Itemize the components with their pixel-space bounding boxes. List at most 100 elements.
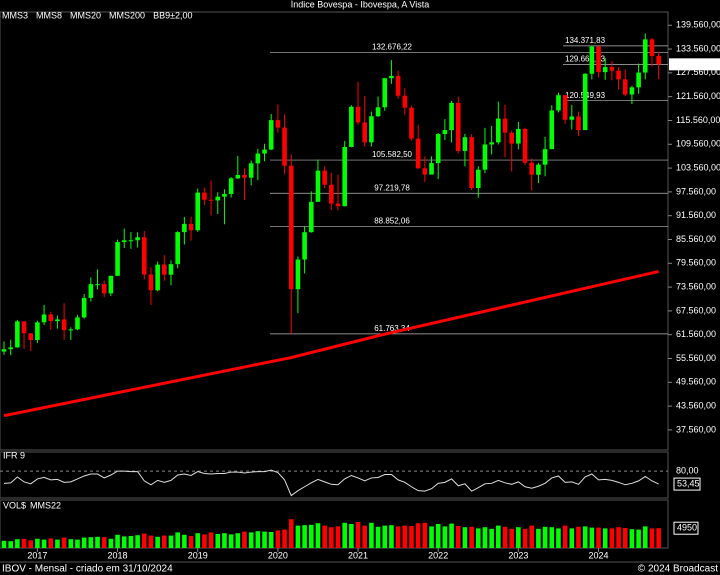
volume-bar bbox=[322, 525, 327, 548]
volume-bar bbox=[108, 538, 114, 548]
volume-bar bbox=[195, 533, 201, 548]
volume-bar bbox=[596, 527, 601, 548]
y-tick-label: 37.560,00 bbox=[676, 424, 716, 434]
candle-body bbox=[569, 116, 575, 120]
candle-body bbox=[108, 275, 114, 294]
candle-body bbox=[208, 199, 214, 201]
volume-bar bbox=[509, 528, 514, 548]
volume-bar bbox=[175, 532, 180, 548]
volume-bar bbox=[375, 526, 381, 548]
footer-right: © 2024 Broadcast bbox=[638, 564, 718, 575]
x-tick-label: 2017 bbox=[27, 550, 47, 560]
candle-body bbox=[629, 87, 635, 95]
y-tick-label: 103.560,00 bbox=[676, 162, 720, 172]
volume-bar bbox=[562, 525, 568, 548]
volume-bar bbox=[41, 539, 47, 548]
candle-body bbox=[329, 184, 334, 204]
candle-body bbox=[342, 146, 347, 207]
candle-body bbox=[469, 137, 474, 188]
legend-entry: BB9±2,00 bbox=[153, 10, 192, 20]
fib-label: 88.852,06 bbox=[374, 217, 410, 226]
candle-body bbox=[415, 138, 421, 169]
volume-bar bbox=[502, 526, 508, 548]
candle-body bbox=[482, 144, 488, 170]
price-tag bbox=[669, 58, 720, 71]
candle-body bbox=[255, 153, 261, 164]
candle-body bbox=[602, 67, 608, 73]
candle-body bbox=[395, 75, 401, 96]
x-tick-label: 2022 bbox=[428, 550, 448, 560]
candle-body bbox=[502, 118, 508, 133]
candle-body bbox=[155, 264, 160, 291]
volume-bar bbox=[342, 522, 347, 548]
volume-bar bbox=[182, 534, 187, 548]
candle-body bbox=[68, 329, 74, 331]
volume-bar bbox=[462, 527, 468, 548]
y-tick-label: 115.560,00 bbox=[676, 115, 720, 125]
level-label: 134.371,83 bbox=[565, 36, 606, 45]
candle-body bbox=[322, 170, 327, 185]
candle-body bbox=[402, 95, 408, 108]
candle-body bbox=[449, 102, 454, 131]
candle-body bbox=[335, 203, 341, 207]
volume-bar bbox=[415, 523, 421, 548]
candle-body bbox=[135, 237, 140, 241]
volume-bar bbox=[536, 528, 541, 548]
volume-bar bbox=[516, 527, 521, 548]
candle-body bbox=[622, 79, 628, 95]
volume-bar bbox=[362, 525, 368, 548]
volume-bar bbox=[455, 526, 461, 548]
volume-bar bbox=[15, 539, 20, 548]
candle-body bbox=[288, 165, 294, 290]
ifr-last-label: 53,45 bbox=[677, 478, 700, 488]
candle-body bbox=[202, 192, 207, 200]
volume-bar bbox=[475, 528, 481, 548]
volume-bar bbox=[469, 526, 474, 548]
candle-body bbox=[162, 264, 167, 275]
volume-bar bbox=[1, 540, 7, 548]
volume-bar bbox=[369, 522, 374, 548]
x-tick-label: 2023 bbox=[508, 550, 528, 560]
candle-body bbox=[195, 192, 201, 231]
volume-bar bbox=[262, 531, 267, 548]
ifr-tick-label: 80,00 bbox=[676, 465, 699, 475]
candle-body bbox=[642, 39, 648, 73]
candle-body bbox=[75, 317, 80, 330]
mms200-line bbox=[3, 270, 659, 418]
y-tick-label: 85.560,00 bbox=[676, 234, 716, 244]
candle-body bbox=[101, 284, 107, 294]
candle-body bbox=[596, 46, 601, 73]
candle-body bbox=[562, 95, 568, 120]
volume-bar bbox=[242, 531, 247, 548]
candle-body bbox=[168, 264, 174, 275]
volume-bar bbox=[68, 539, 74, 548]
volume-bar bbox=[449, 523, 454, 548]
candle-body bbox=[8, 347, 13, 350]
volume-bar bbox=[649, 528, 655, 548]
candle-body bbox=[1, 349, 7, 352]
volume-bar bbox=[115, 534, 120, 548]
y-tick-label: 109.560,00 bbox=[676, 139, 720, 149]
candle-body bbox=[81, 297, 87, 318]
volume-bar bbox=[409, 526, 414, 548]
candle-body bbox=[148, 274, 154, 291]
volume-bar bbox=[335, 526, 341, 548]
candle-body bbox=[576, 116, 581, 131]
volume-bar bbox=[308, 524, 314, 548]
candle-body bbox=[302, 232, 307, 260]
candle-body bbox=[215, 196, 221, 201]
y-tick-label: 97.560,00 bbox=[676, 186, 716, 196]
x-tick-label: 2024 bbox=[589, 550, 609, 560]
candle-body bbox=[389, 75, 394, 79]
volume-bar bbox=[489, 528, 494, 548]
y-tick-label: 55.560,00 bbox=[676, 353, 716, 363]
volume-bar bbox=[576, 526, 581, 548]
volume-bar bbox=[569, 528, 575, 548]
volume-bar bbox=[616, 527, 621, 548]
volume-panel bbox=[0, 499, 669, 549]
candle-body bbox=[656, 55, 661, 65]
y-tick-label: 133.560,00 bbox=[676, 43, 720, 53]
ifr-name: IFR 9 bbox=[3, 450, 25, 460]
